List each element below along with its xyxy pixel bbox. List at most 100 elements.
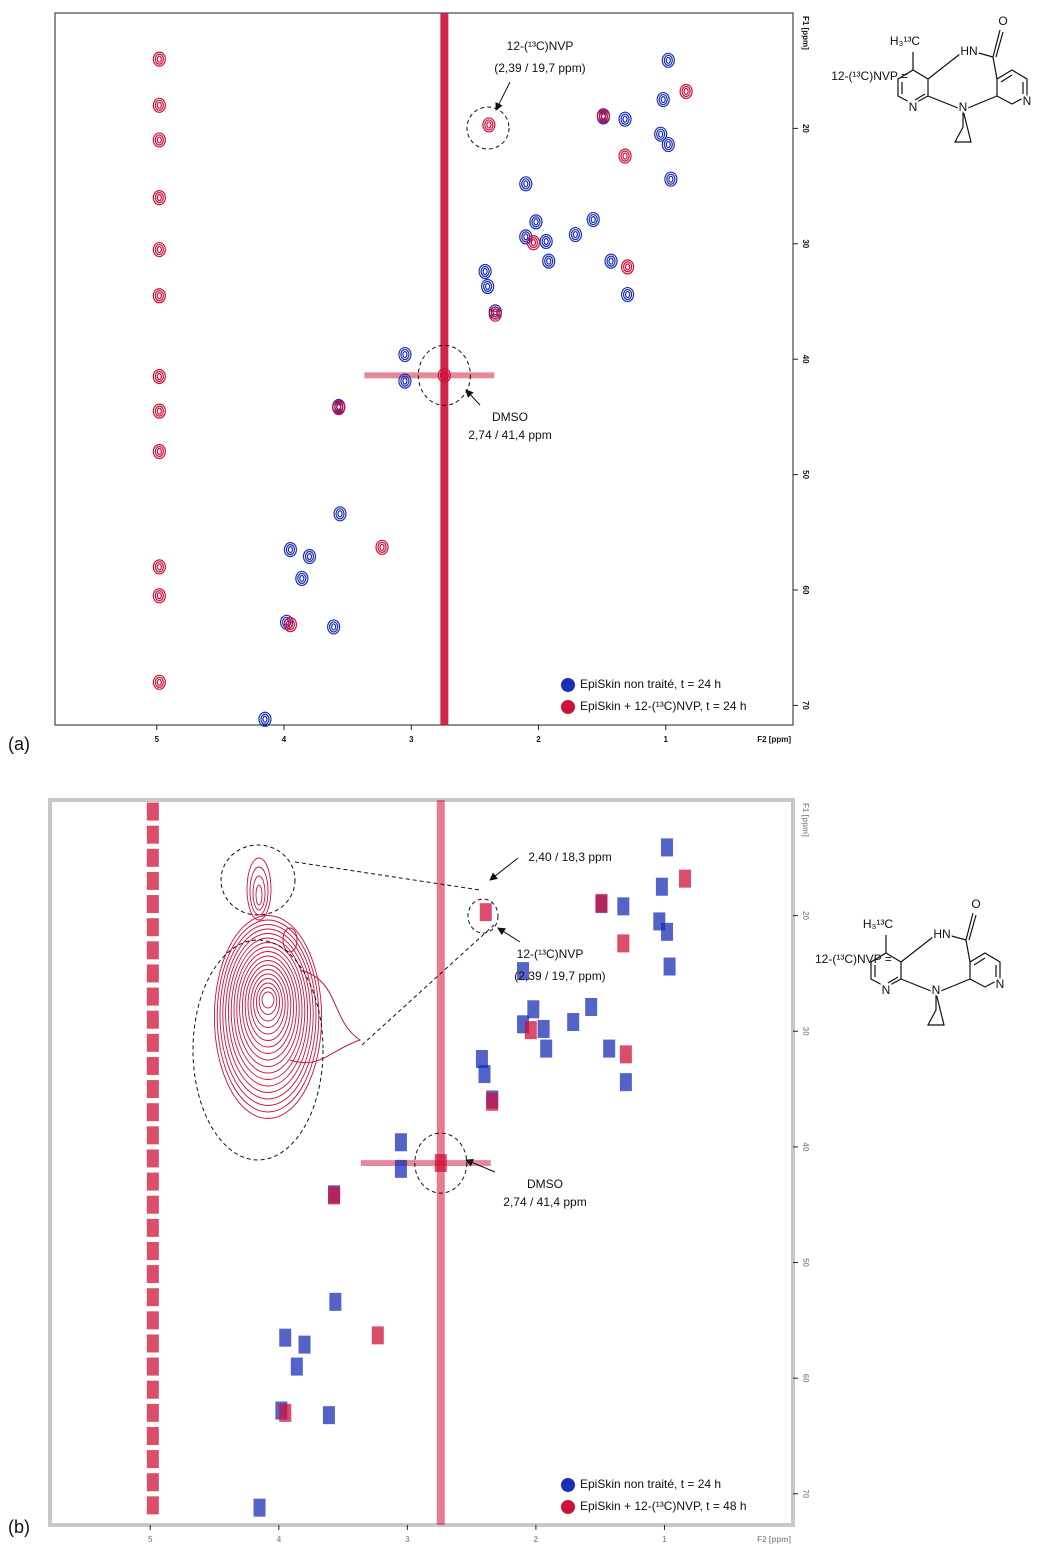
bond <box>885 912 977 994</box>
cross-peak <box>152 51 166 67</box>
cross-peak <box>617 934 630 953</box>
cross-peak <box>146 1403 159 1422</box>
zoom-line <box>361 924 495 1046</box>
cross-peak <box>302 548 317 565</box>
plot-frame <box>54 12 794 726</box>
contour-ring <box>544 255 554 267</box>
y-tick-label: 60 <box>801 586 810 595</box>
arrow <box>489 857 519 881</box>
contour-ring <box>154 370 164 383</box>
legend-marker <box>561 700 575 714</box>
contour-ring <box>331 623 337 631</box>
contour-ring <box>379 543 385 551</box>
contour-ring <box>528 237 539 249</box>
contour-ring <box>622 152 628 160</box>
contour-ring <box>156 245 162 254</box>
contour-ring <box>302 548 317 565</box>
cross-peak <box>661 922 674 941</box>
contour-ring <box>668 175 674 183</box>
cross-peak <box>603 1039 616 1058</box>
inset-contour <box>261 991 275 1009</box>
cross-peak <box>540 1039 553 1058</box>
atom-label: N <box>996 977 1005 991</box>
cross-peak <box>519 176 533 192</box>
cross-peak <box>398 346 412 363</box>
contour-ring <box>622 261 633 273</box>
x-tick-label: 5 <box>148 1535 153 1544</box>
structure: H₃¹³C HN O N N N <box>888 12 1033 143</box>
inset-contour <box>246 857 272 921</box>
zoom-line <box>294 861 481 891</box>
cross-peak <box>488 306 502 322</box>
y-tick-label: 70 <box>801 1489 810 1498</box>
contour-ring <box>486 121 492 129</box>
cross-peak <box>327 619 341 635</box>
contour-ring <box>152 559 166 575</box>
contour-ring <box>152 51 166 67</box>
cross-peak <box>333 506 347 522</box>
contour-ring <box>152 190 166 206</box>
cross-peak <box>539 233 553 250</box>
contour-ring <box>156 194 162 202</box>
contour-ring <box>299 574 305 583</box>
atom-label: O <box>998 14 1007 28</box>
cross-peak <box>298 1335 311 1354</box>
contour-ring <box>156 592 162 600</box>
contour-ring <box>483 280 493 293</box>
contour-ring <box>437 367 451 383</box>
contour-ring <box>480 265 490 278</box>
contour-ring <box>260 713 270 725</box>
y-tick-label: 30 <box>801 239 810 248</box>
cross-peak <box>529 214 543 230</box>
atom-label: H₃¹³C <box>863 917 894 931</box>
contour-ring <box>523 180 529 188</box>
cross-peak <box>526 235 541 251</box>
contour-ring <box>533 218 539 226</box>
cross-peak <box>394 1159 407 1178</box>
contour-ring <box>490 308 500 320</box>
cross-peak <box>661 838 674 857</box>
plot-frame <box>48 798 795 1527</box>
cross-peak <box>524 1021 537 1040</box>
cross-peak <box>679 869 692 888</box>
cross-peak <box>146 895 159 914</box>
contour-ring <box>332 400 346 416</box>
cross-peak <box>595 893 608 912</box>
cross-peak <box>328 1186 341 1205</box>
inset-contour <box>225 933 311 1093</box>
contour-ring <box>336 404 342 412</box>
contour-ring <box>333 506 347 522</box>
cross-peak <box>152 674 166 690</box>
contour-ring <box>152 97 166 113</box>
contour-ring <box>661 136 675 153</box>
contour-ring <box>152 443 166 460</box>
cross-peak <box>371 1326 384 1345</box>
cross-peak <box>620 286 635 303</box>
cross-peak <box>394 1133 407 1152</box>
inset-contour <box>244 964 292 1048</box>
contour-ring <box>156 447 162 456</box>
cross-peak <box>295 570 309 587</box>
contour-ring <box>152 288 166 304</box>
cross-peak <box>664 171 678 187</box>
inset-contour <box>289 969 362 1064</box>
cross-peak <box>146 871 159 890</box>
contour-ring <box>568 226 583 243</box>
contour-ring <box>287 545 293 554</box>
contour-ring <box>329 621 339 633</box>
contour-ring <box>156 292 162 300</box>
inset-contour <box>233 946 303 1074</box>
annotation: 12-(¹³C)NVP <box>517 947 584 961</box>
inset-contour <box>227 937 309 1087</box>
cross-peak <box>478 1065 491 1084</box>
annotation: DMSO <box>527 1177 563 1191</box>
contour-ring <box>285 619 295 631</box>
inset-contour <box>258 987 278 1015</box>
contour-ring <box>541 235 551 248</box>
inset-contour <box>249 866 269 916</box>
cross-peak <box>517 962 530 981</box>
bond <box>927 992 945 1026</box>
contour-ring <box>596 108 611 124</box>
annotation: (2,39 / 19,7 ppm) <box>514 969 605 983</box>
